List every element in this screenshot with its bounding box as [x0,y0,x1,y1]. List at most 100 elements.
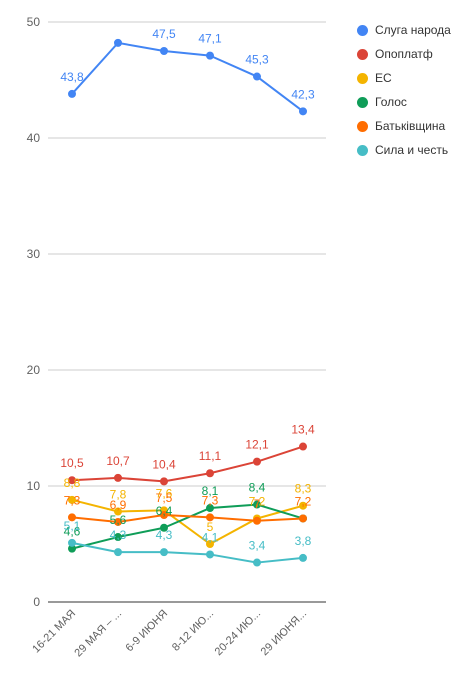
data-label: 7,3 [64,493,81,507]
series-line [71,503,304,550]
x-tick-label: 6-9 ИЮНЯ [124,608,171,655]
data-label: 8,3 [295,482,312,496]
legend-label: Батьківщина [375,119,446,133]
data-label: 7,5 [156,491,173,505]
data-labels: 43,8 47,5 47,1 45,3 42,3 10,5 10,7 10,4 11,1 12,1… [60,27,315,553]
data-point [206,513,214,522]
y-tick-label: 50 [27,15,41,29]
series-line [71,445,304,483]
data-point [299,514,307,523]
data-label: 47,5 [152,27,176,41]
x-tick-label: 29 ИЮНЯ... [259,608,309,658]
data-label: 5,6 [110,513,127,527]
data-point [68,513,76,522]
data-label: 47,1 [198,32,222,46]
legend-dot-icon [357,120,368,132]
data-point [114,517,122,526]
data-label: 5,1 [64,519,81,533]
data-label: 6,9 [110,498,127,512]
data-label: 4,6 [64,525,81,539]
data-point [114,548,122,557]
legend-item: Слуга народа [357,18,463,42]
data-label: 7,8 [110,488,127,502]
data-label: 11,1 [199,449,222,463]
data-point [299,501,307,510]
legend-item: Опоплатф [357,42,463,66]
y-tick-label: 40 [27,131,41,145]
data-point [253,558,261,567]
data-label: 4,1 [202,530,219,544]
gridlines [48,21,326,603]
data-label: 7,2 [249,494,266,508]
x-tick-label: 29 МАЯ – ... [72,608,124,660]
y-tick-label: 30 [27,247,41,261]
data-point [160,47,168,55]
data-point [160,523,168,532]
y-tick-label: 10 [27,479,41,493]
data-point [68,538,76,547]
data-label: 7,2 [295,494,312,508]
y-axis-ticks: 0 10 20 30 40 50 [27,15,41,609]
data-point [253,72,261,81]
legend-label: ЕС [375,71,392,85]
data-point [206,51,214,60]
data-point [114,473,122,482]
data-point [160,477,168,486]
legend-label: Слуга народа [375,23,451,37]
data-label: 43,8 [60,70,84,84]
data-label: 13,4 [291,423,315,437]
data-label: 10,7 [106,454,130,468]
data-label: 42,3 [291,87,315,101]
legend-item: Сила и честь [357,138,463,162]
data-label: 4,3 [110,528,127,542]
data-point [206,540,214,548]
data-label: 6,4 [156,504,173,518]
data-label: 7,6 [156,486,173,500]
series-line [71,541,304,564]
series-line [71,514,304,523]
data-point [299,442,307,451]
data-label: 3,8 [295,534,312,548]
data-label: 7 [254,497,261,511]
legend-dot-icon [357,24,368,36]
data-label: 45,3 [245,53,269,67]
data-point [253,516,261,525]
x-tick-label: 8-12 ИЮ... [170,608,216,654]
legend-dot-icon [357,144,368,156]
data-point [253,500,261,509]
data-point [160,511,168,519]
data-label: 5 [207,520,214,534]
legend-label: Опоплатф [375,47,433,61]
legend-label: Голос [375,95,407,109]
legend-item: Батьківщина [357,114,463,138]
data-point [114,38,122,47]
legend-item: ЕС [357,66,463,90]
data-point [114,507,122,516]
data-label: 8,1 [202,484,219,498]
data-label: 4,3 [156,528,173,542]
legend-label: Сила и честь [375,143,449,157]
data-point [206,469,214,478]
data-point [253,457,261,466]
legend-dot-icon [357,72,368,84]
data-point [299,553,307,562]
y-tick-label: 20 [27,363,41,377]
data-label: 7,3 [202,493,219,507]
series-points [68,38,307,567]
series-lines [71,41,304,564]
data-point [206,550,214,559]
y-tick-label: 0 [33,595,40,609]
data-label: 12,1 [245,438,269,452]
data-point [206,504,214,513]
data-label: 8,8 [64,476,81,490]
data-point [299,107,307,116]
series-line [71,41,304,113]
data-point [68,544,76,553]
data-label: 3,4 [249,539,266,553]
data-point [68,476,76,485]
data-point [114,533,122,542]
legend: Слуга народа Опоплатф ЕС Голос Батьківщина Си… [357,18,463,162]
x-tick-label: 20-24 ИЮ... [213,608,263,658]
